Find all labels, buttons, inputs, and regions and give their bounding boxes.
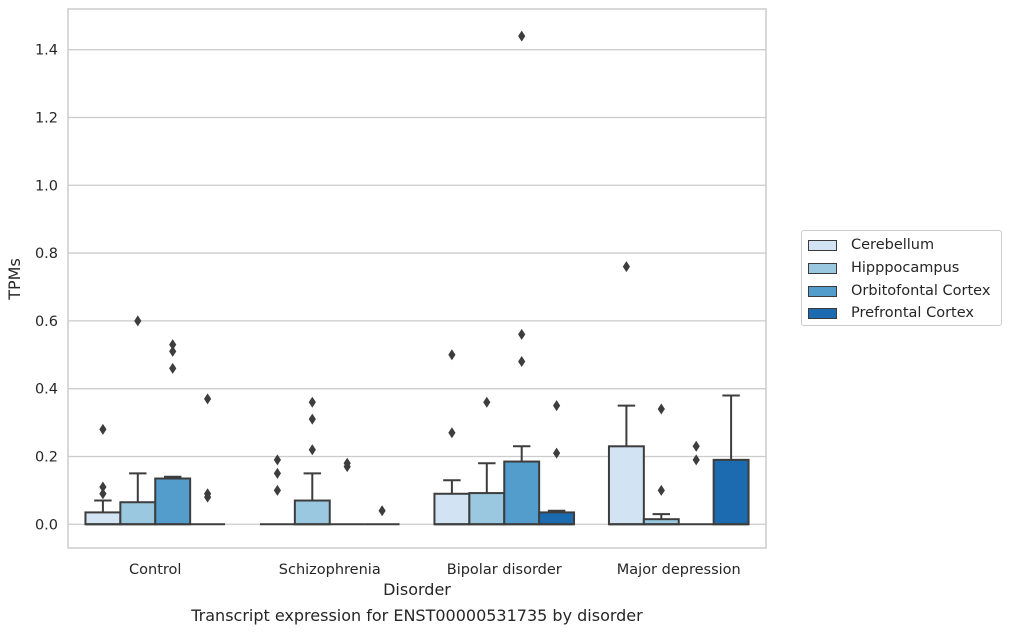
outlier-point	[204, 393, 212, 405]
box	[712, 458, 750, 526]
legend-swatch-orbitofrontal	[808, 285, 837, 297]
outlier-point	[518, 328, 526, 340]
x-tick-label: Schizophrenia	[279, 562, 381, 578]
legend-item-hippocampus: Hipppocampus	[808, 258, 959, 278]
y-tick-label: 0.0	[35, 517, 58, 533]
outlier-point	[448, 349, 456, 361]
box-group	[642, 403, 680, 526]
chart-caption: Transcript expression for ENST0000053173…	[191, 606, 643, 625]
outlier-point	[657, 484, 665, 496]
box	[433, 492, 471, 526]
plot-frame	[67, 8, 767, 549]
outlier-point	[343, 461, 351, 473]
outlier-point	[273, 467, 281, 479]
legend-item-orbitofrontal: Orbitofontal Cortex	[808, 281, 990, 301]
y-tick-label: 0.6	[35, 314, 58, 330]
outlier-point	[99, 423, 107, 435]
legend-swatch-prefrontal	[808, 307, 837, 319]
outlier-point	[483, 396, 491, 408]
outlier-point	[273, 454, 281, 466]
outlier-point	[518, 356, 526, 368]
box-group	[538, 400, 576, 526]
outlier-point	[308, 396, 316, 408]
outlier-point	[273, 484, 281, 496]
y-tick-label: 1.0	[35, 178, 58, 194]
box	[84, 511, 122, 526]
legend-label-orbitofrontal: Orbitofontal Cortex	[851, 283, 991, 299]
outlier-point	[622, 261, 630, 273]
outlier-point	[134, 315, 142, 327]
legend: Cerebellum Hipppocampus Orbitofontal Cor…	[801, 230, 1002, 326]
y-tick-label: 1.4	[35, 43, 58, 59]
outlier-point	[378, 505, 386, 517]
outlier-point	[553, 447, 561, 459]
box	[468, 492, 506, 526]
outlier-point	[169, 345, 177, 357]
y-tick-label: 0.4	[35, 382, 58, 398]
legend-label-cerebellum: Cerebellum	[851, 237, 935, 253]
box	[538, 511, 576, 526]
legend-item-cerebellum: Cerebellum	[808, 235, 934, 255]
box	[293, 499, 331, 526]
box-group	[712, 394, 750, 526]
x-tick-label: Control	[129, 562, 181, 578]
outlier-point	[169, 339, 177, 351]
legend-label-hippocampus: Hipppocampus	[851, 260, 960, 276]
box-group	[259, 454, 295, 526]
box-group	[433, 349, 471, 526]
outlier-point	[99, 481, 107, 493]
outlier-point	[99, 488, 107, 500]
x-tick-label: Bipolar disorder	[447, 562, 562, 578]
box-group	[607, 261, 645, 526]
outlier-point	[657, 403, 665, 415]
outlier-point	[308, 413, 316, 425]
box-group	[154, 339, 192, 526]
box-group	[678, 440, 714, 526]
legend-swatch-cerebellum	[808, 239, 837, 251]
outlier-point	[692, 454, 700, 466]
legend-label-prefrontal: Prefrontal Cortex	[851, 305, 974, 321]
box-group	[119, 315, 157, 526]
box	[119, 501, 157, 526]
box	[607, 445, 645, 526]
y-tick-label: 1.2	[35, 110, 58, 126]
x-axis-label: Disorder	[383, 580, 451, 599]
y-axis-label: TPMs	[5, 258, 24, 301]
y-tick-label: 0.2	[35, 449, 58, 465]
box-group	[84, 423, 122, 526]
y-tick-label: 0.8	[35, 246, 58, 262]
outlier-point	[169, 362, 177, 374]
outlier-point	[553, 400, 561, 412]
box	[154, 477, 192, 526]
box-group	[329, 457, 365, 526]
legend-swatch-hippocampus	[808, 262, 837, 274]
outlier-point	[692, 440, 700, 452]
outlier-point	[518, 30, 526, 42]
legend-item-prefrontal: Prefrontal Cortex	[808, 303, 974, 323]
box-group	[293, 396, 331, 526]
box-group	[190, 393, 226, 526]
box-group	[468, 396, 506, 526]
outlier-point	[204, 491, 212, 503]
outlier-point	[448, 427, 456, 439]
box	[503, 460, 541, 526]
box-group	[503, 30, 541, 526]
box-group	[364, 505, 400, 526]
outlier-point	[308, 444, 316, 456]
x-tick-label: Major depression	[617, 562, 741, 578]
